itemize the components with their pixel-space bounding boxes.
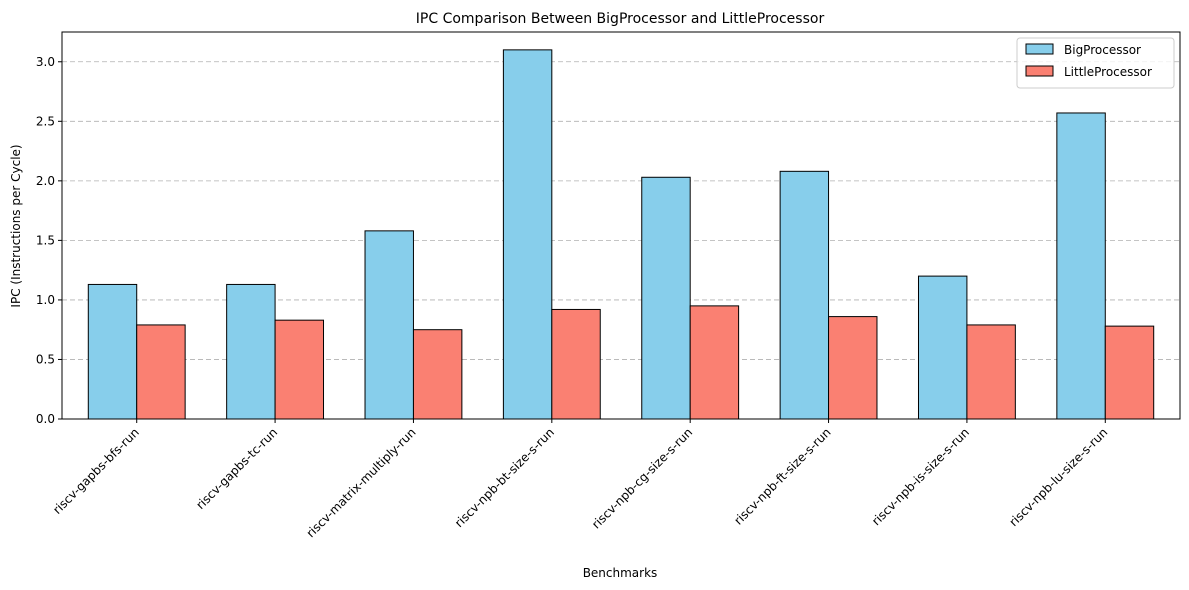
bar-bigprocessor-4: [641, 176, 691, 420]
bar-bigprocessor-5: [779, 170, 830, 420]
bar-littleprocessor-4: [689, 305, 740, 420]
y-tick-label: 1.0: [36, 293, 55, 307]
x-axis-label: Benchmarks: [583, 566, 658, 580]
legend-label-big: BigProcessor: [1064, 43, 1141, 57]
bar-bigprocessor-6: [917, 275, 968, 420]
bar-bigprocessor-7: [1056, 112, 1106, 420]
bar-littleprocessor-3: [551, 308, 601, 420]
bar-littleprocessor-5: [828, 316, 878, 420]
bar-littleprocessor-2: [412, 329, 463, 420]
x-tick-label: riscv-gapbs-tc-run: [193, 425, 280, 512]
legend-swatch-little: [1025, 65, 1054, 77]
x-tick-label: riscv-npb-lu-size-s-run: [1006, 425, 1110, 529]
y-tick-label: 1.5: [36, 233, 55, 247]
legend: BigProcessor LittleProcessor: [1016, 37, 1175, 89]
bar-bigprocessor-1: [226, 283, 276, 420]
y-tick-label: 2.5: [36, 114, 55, 128]
y-axis-label: IPC (Instructions per Cycle): [9, 144, 23, 307]
bar-littleprocessor-1: [274, 319, 325, 420]
chart-title: IPC Comparison Between BigProcessor and …: [416, 11, 825, 27]
x-tick-label: riscv-matrix-multiply-run: [304, 425, 419, 540]
bar-bigprocessor-2: [364, 230, 414, 420]
x-tick-label: riscv-npb-cg-size-s-run: [589, 425, 695, 531]
bar-bigprocessor-0: [87, 283, 138, 420]
x-tick-label: riscv-npb-ft-size-s-run: [731, 425, 833, 527]
y-tick-label: 0.0: [36, 412, 55, 426]
plot-frame: [61, 31, 1181, 420]
y-tick-label: 2.0: [36, 174, 55, 188]
x-axis: riscv-gapbs-bfs-run riscv-gapbs-tc-run ris…: [50, 419, 1110, 540]
bar-littleprocessor-7: [1104, 325, 1155, 420]
bar-littleprocessor-6: [966, 324, 1016, 420]
bar-bigprocessor-3: [502, 49, 553, 420]
legend-box: [1016, 37, 1175, 89]
x-tick-label: riscv-gapbs-bfs-run: [50, 425, 142, 517]
y-tick-label: 0.5: [36, 352, 55, 366]
x-tick-label: riscv-npb-bt-size-s-run: [452, 425, 557, 530]
legend-label-little: LittleProcessor: [1064, 65, 1152, 79]
bars: [87, 49, 1155, 420]
y-tick-label: 3.0: [36, 55, 55, 69]
legend-swatch-big: [1025, 43, 1054, 55]
bar-littleprocessor-0: [136, 324, 186, 420]
y-axis: 0.0 0.5 1.0 1.5 2.0 2.5 3.0: [36, 55, 62, 426]
x-tick-label: riscv-npb-is-size-s-run: [869, 425, 972, 528]
